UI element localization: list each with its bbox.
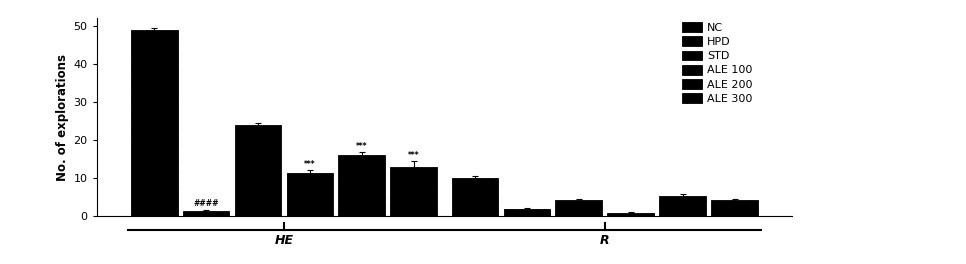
Text: R: R — [600, 234, 610, 247]
Text: ***: *** — [304, 160, 316, 169]
Text: HE: HE — [274, 234, 294, 247]
Bar — [503, 209, 551, 216]
Bar — [235, 125, 281, 216]
Text: ####: #### — [193, 200, 219, 209]
Text: ***: *** — [408, 151, 419, 160]
Bar — [452, 178, 498, 216]
Y-axis label: No. of explorations: No. of explorations — [56, 54, 70, 181]
Bar — [130, 30, 178, 216]
Text: ***: *** — [356, 142, 368, 151]
Legend: NC, HPD, STD, ALE 100, ALE 200, ALE 300: NC, HPD, STD, ALE 100, ALE 200, ALE 300 — [679, 20, 755, 106]
Bar — [608, 213, 654, 216]
Bar — [183, 211, 230, 216]
Bar — [659, 196, 706, 216]
Bar — [338, 155, 385, 216]
Bar — [287, 173, 333, 216]
Bar — [555, 200, 602, 216]
Bar — [711, 200, 758, 216]
Bar — [390, 167, 437, 216]
